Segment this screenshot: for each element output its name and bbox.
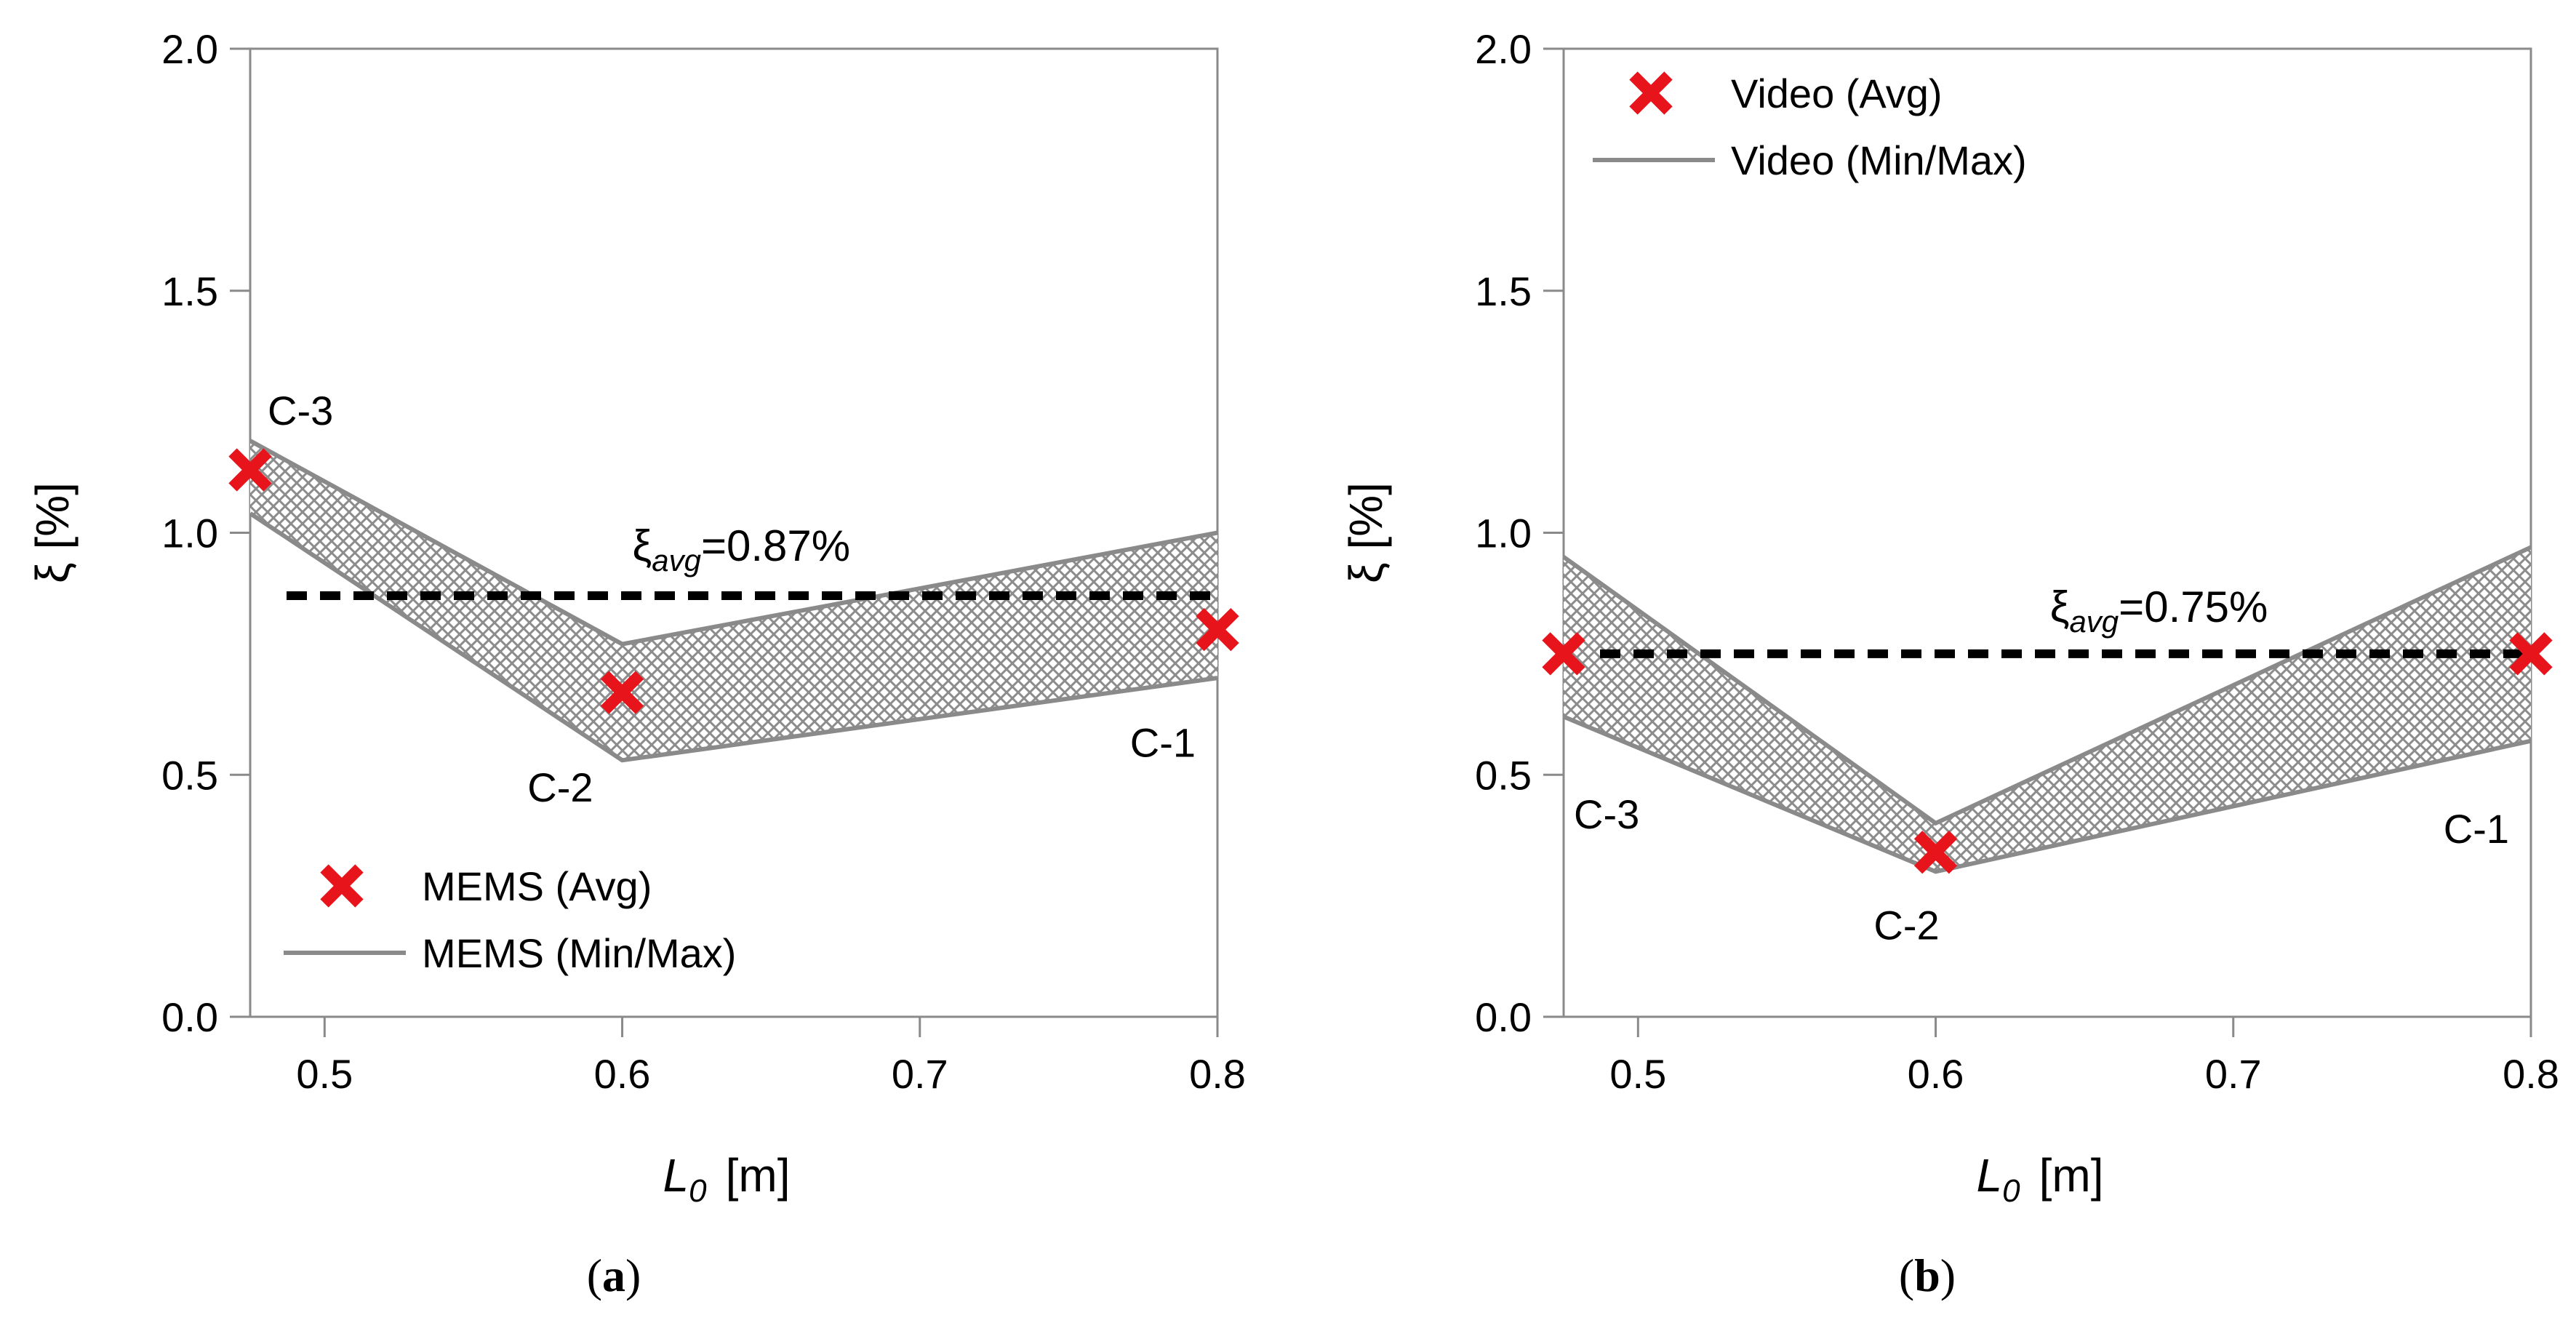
max-line	[249, 439, 1218, 647]
max-line	[1562, 545, 2532, 826]
legend-marker-avg	[320, 864, 364, 908]
marker-stroke	[320, 864, 364, 908]
marker-stroke	[1913, 831, 1958, 874]
marker-stroke	[600, 671, 644, 714]
panel-label: (a)	[587, 1250, 641, 1301]
y-tick-label: 0.5	[1475, 752, 1532, 798]
legend-label-minmax: Video (Min/Max)	[1731, 137, 2027, 183]
y-axis-label: ξ [%]	[26, 482, 79, 583]
average-label: ξavg=0.75%	[2050, 583, 2268, 639]
legend: Video (Avg) Video (Min/Max)	[1593, 71, 2027, 183]
x-axis-label: L0 [m]	[663, 1149, 791, 1209]
x-tick-label: 0.5	[296, 1051, 353, 1097]
point-label: C-3	[1574, 791, 1639, 837]
chart-panel-b: 0.0 0.5 1.0 1.5 2.0 0.5 0.6 0.7 0.8 L0 [m] ξ [%] ξav…	[1340, 26, 2559, 1301]
marker-stroke	[228, 448, 272, 492]
legend-label-minmax: MEMS (Min/Max)	[422, 930, 736, 976]
y-tick-label: 2.0	[161, 26, 218, 72]
point-label: C-2	[1873, 903, 1939, 948]
avg-marker-c-3	[1542, 632, 1585, 676]
y-tick-label: 1.0	[161, 511, 218, 556]
legend: MEMS (Avg) MEMS (Min/Max)	[284, 863, 736, 976]
min-line	[249, 511, 1218, 763]
legend-marker-avg	[1629, 71, 1673, 115]
x-tick-label: 0.5	[1609, 1051, 1666, 1097]
marker-stroke	[2509, 632, 2553, 676]
marker-stroke	[1196, 607, 1239, 652]
y-tick-label: 0.0	[1475, 994, 1532, 1040]
plot-frame	[1562, 47, 2532, 1018]
avg-marker-c-3	[228, 448, 272, 492]
chart-panel-a: 0.0 0.5 1.0 1.5 2.0 0.5 0.6 0.7 0.8 L0 [m] ξ [%] ξav…	[26, 26, 1246, 1301]
x-tick-label: 0.8	[2503, 1051, 2559, 1097]
y-tick-label: 2.0	[1475, 26, 1532, 72]
point-label: C-1	[2444, 806, 2509, 852]
min-max-band	[1564, 547, 2531, 872]
marker-stroke	[1629, 71, 1673, 115]
avg-marker-c-2	[1913, 831, 1958, 874]
min-max-band	[250, 441, 1217, 761]
average-label: ξavg=0.87%	[632, 521, 850, 577]
point-label: C-2	[527, 764, 593, 810]
x-tick-label: 0.8	[1189, 1051, 1246, 1097]
x-tick-label: 0.7	[892, 1051, 948, 1097]
avg-marker-c-1	[2509, 632, 2553, 676]
point-label: C-3	[268, 388, 333, 433]
panel-label: (b)	[1899, 1250, 1956, 1301]
y-tick-label: 0.0	[161, 994, 218, 1040]
legend-label-avg: Video (Avg)	[1731, 71, 1943, 116]
y-tick-label: 1.0	[1475, 511, 1532, 556]
y-tick-label: 1.5	[1475, 268, 1532, 314]
point-label: C-1	[1130, 720, 1196, 766]
y-tick-label: 0.5	[161, 752, 218, 798]
min-line	[1562, 714, 2532, 874]
x-axis-label: L0 [m]	[1977, 1149, 2104, 1209]
x-tick-label: 0.7	[2205, 1051, 2262, 1097]
avg-marker-c-1	[1196, 607, 1239, 652]
avg-marker-c-2	[600, 671, 644, 714]
y-axis-label: ξ [%]	[1340, 482, 1392, 583]
x-tick-label: 0.6	[1908, 1051, 1964, 1097]
x-tick-label: 0.6	[594, 1051, 651, 1097]
legend-label-avg: MEMS (Avg)	[422, 863, 652, 909]
y-tick-label: 1.5	[161, 268, 218, 314]
marker-stroke	[1542, 632, 1585, 676]
